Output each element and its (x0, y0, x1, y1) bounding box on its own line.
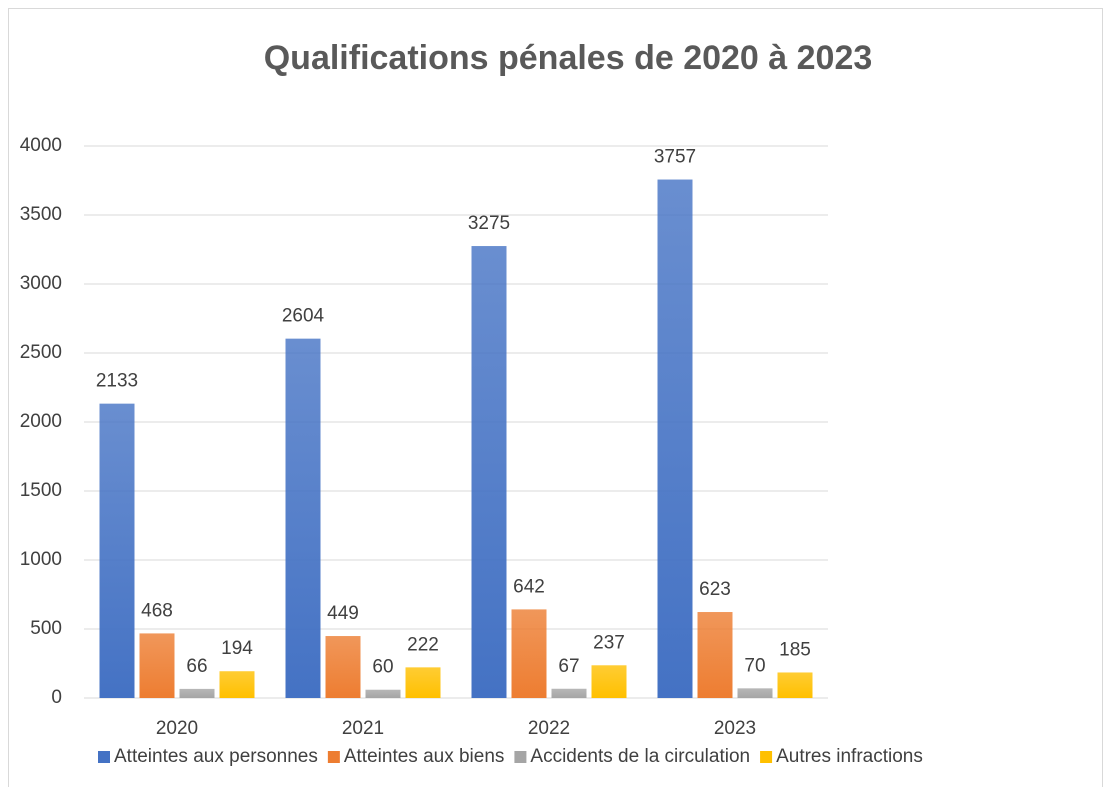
bar (179, 688, 215, 698)
bar (551, 688, 587, 698)
chart-title: Qualifications pénales de 2020 à 2023 (264, 39, 873, 77)
legend-label: Autres infractions (776, 746, 923, 767)
data-label: 237 (593, 632, 625, 653)
bar (777, 672, 813, 698)
data-label: 66 (186, 656, 207, 677)
y-tick-label: 1500 (20, 480, 62, 501)
y-tick-label: 500 (30, 618, 62, 639)
bar (471, 246, 507, 699)
bar (697, 612, 733, 698)
legend-swatch (760, 751, 773, 763)
data-label: 185 (779, 639, 811, 660)
x-tick-label: 2021 (342, 718, 384, 739)
legend-label: Atteintes aux biens (344, 746, 505, 767)
data-label: 194 (221, 638, 253, 659)
data-label: 70 (744, 655, 765, 676)
y-tick-label: 2000 (20, 411, 62, 432)
legend-swatch (514, 751, 527, 763)
data-label: 642 (513, 576, 545, 597)
data-label: 3757 (654, 147, 696, 168)
data-label: 222 (407, 634, 439, 655)
y-tick-label: 3500 (20, 204, 62, 225)
y-tick-label: 2500 (20, 342, 62, 363)
data-label: 2133 (96, 371, 138, 392)
y-tick-label: 0 (51, 687, 62, 708)
data-label: 449 (327, 603, 359, 624)
data-label: 3275 (468, 213, 510, 234)
bar (657, 179, 693, 698)
bar (325, 636, 361, 698)
y-tick-label: 1000 (20, 549, 62, 570)
bar (219, 671, 255, 698)
y-tick-label: 3000 (20, 273, 62, 294)
legend-swatch (98, 751, 110, 763)
chart-border (8, 8, 1103, 787)
bar (139, 633, 175, 698)
data-label: 67 (558, 656, 579, 677)
bar (737, 688, 773, 698)
data-label: 623 (699, 579, 731, 600)
bar (405, 667, 441, 698)
data-label: 2604 (282, 306, 325, 327)
bar (99, 403, 135, 698)
bar (285, 338, 321, 698)
data-label: 468 (141, 600, 173, 621)
x-tick-label: 2022 (528, 718, 570, 739)
legend-label: Accidents de la circulation (530, 746, 750, 767)
x-tick-label: 2023 (714, 718, 756, 739)
data-label: 60 (372, 657, 393, 678)
bar (511, 609, 547, 698)
bar (591, 665, 627, 698)
legend-label: Atteintes aux personnes (114, 746, 318, 767)
legend-swatch (327, 751, 340, 763)
y-tick-label: 4000 (20, 135, 62, 156)
bar (365, 689, 401, 698)
x-tick-label: 2020 (156, 718, 198, 739)
